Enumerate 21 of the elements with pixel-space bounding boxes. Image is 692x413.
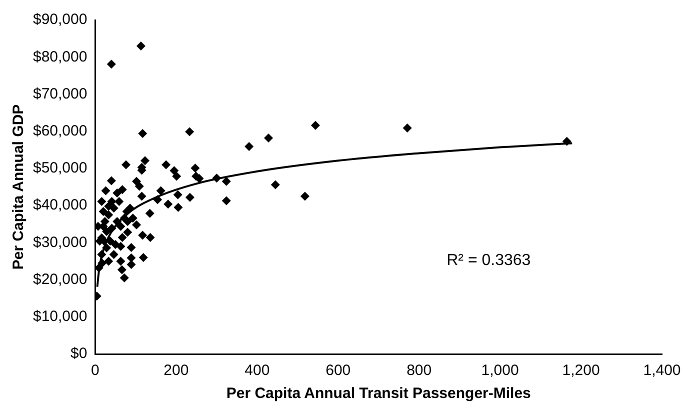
x-tick-label: 0 (91, 362, 100, 380)
x-tick-label: 800 (406, 362, 432, 380)
y-axis-title: Per Capita Annual GDP (10, 104, 28, 270)
x-tick-label: 400 (244, 362, 270, 380)
y-tick-label: $80,000 (32, 48, 88, 66)
y-tick-label: $0 (70, 345, 88, 362)
x-tick-label: 1,000 (481, 362, 519, 380)
y-tick-label: $10,000 (32, 308, 88, 326)
x-tick-label: 1,200 (562, 362, 600, 380)
y-tick-label: $30,000 (32, 234, 88, 251)
x-tick-label: 600 (326, 362, 351, 380)
y-tick-label: $50,000 (32, 160, 88, 177)
x-tick-label: 200 (164, 362, 189, 380)
x-axis-title: Per Capita Annual Transit Passenger-Miles (226, 385, 531, 402)
y-tick-label: $20,000 (32, 270, 88, 288)
x-tick-label: 1,400 (643, 362, 681, 380)
annotation: R² = 0.3363 (446, 252, 531, 269)
y-tick-label: $40,000 (32, 196, 88, 214)
y-tick-label: $60,000 (32, 122, 88, 140)
y-tick-label: $90,000 (32, 11, 88, 28)
y-tick-label: $70,000 (32, 85, 88, 102)
